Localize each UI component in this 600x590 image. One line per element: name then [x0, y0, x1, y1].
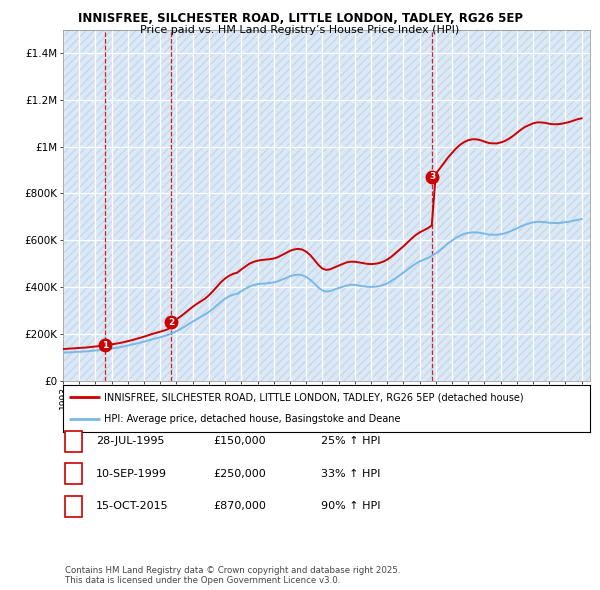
Text: £870,000: £870,000: [213, 502, 266, 511]
Text: £150,000: £150,000: [213, 437, 266, 446]
Text: 2: 2: [70, 469, 77, 478]
Text: Price paid vs. HM Land Registry’s House Price Index (HPI): Price paid vs. HM Land Registry’s House …: [140, 25, 460, 35]
Text: 1: 1: [101, 341, 108, 350]
Text: £250,000: £250,000: [213, 469, 266, 478]
Text: 33% ↑ HPI: 33% ↑ HPI: [321, 469, 380, 478]
Text: 10-SEP-1999: 10-SEP-1999: [96, 469, 167, 478]
Text: 15-OCT-2015: 15-OCT-2015: [96, 502, 169, 511]
Text: 3: 3: [429, 172, 436, 182]
Text: 3: 3: [70, 502, 77, 511]
Text: 28-JUL-1995: 28-JUL-1995: [96, 437, 164, 446]
Text: 25% ↑ HPI: 25% ↑ HPI: [321, 437, 380, 446]
Text: 2: 2: [169, 317, 175, 326]
Text: 90% ↑ HPI: 90% ↑ HPI: [321, 502, 380, 511]
Text: HPI: Average price, detached house, Basingstoke and Deane: HPI: Average price, detached house, Basi…: [104, 414, 401, 424]
Text: Contains HM Land Registry data © Crown copyright and database right 2025.
This d: Contains HM Land Registry data © Crown c…: [65, 566, 400, 585]
Text: 1: 1: [70, 437, 77, 446]
Text: INNISFREE, SILCHESTER ROAD, LITTLE LONDON, TADLEY, RG26 5EP (detached house): INNISFREE, SILCHESTER ROAD, LITTLE LONDO…: [104, 392, 524, 402]
Text: INNISFREE, SILCHESTER ROAD, LITTLE LONDON, TADLEY, RG26 5EP: INNISFREE, SILCHESTER ROAD, LITTLE LONDO…: [77, 12, 523, 25]
